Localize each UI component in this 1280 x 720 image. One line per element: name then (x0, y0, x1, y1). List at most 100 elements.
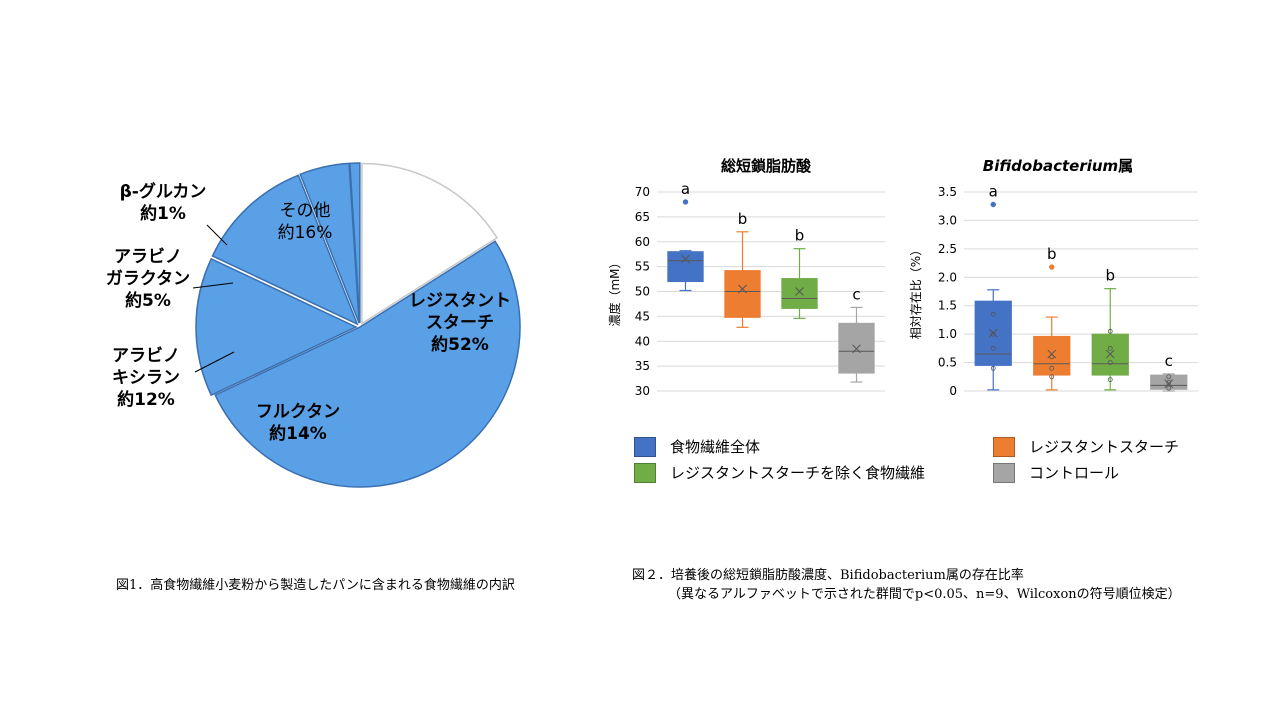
legend-item-total-fiber: 食物繊維全体 (634, 436, 760, 457)
y-tick-label: 35 (635, 359, 650, 373)
pie-label-line: その他 (280, 201, 331, 221)
significance-letter: c (1165, 352, 1173, 370)
mean-marker (795, 287, 804, 296)
figure1-caption: 図1．高食物繊維小麦粉から製造したパンに含まれる食物繊維の内訳 (116, 578, 515, 593)
significance-letter: a (681, 180, 690, 198)
pie-slice (361, 162, 499, 325)
figure2-caption-line2: （異なるアルファベットで示された群間でp<0.05、n=9、Wilcoxonの符… (668, 587, 1181, 602)
pie-chart (195, 162, 521, 488)
y-tick-label: 50 (635, 285, 650, 299)
outlier-point (990, 201, 996, 208)
pie-labels: レジスタントスターチ約52%フルクタン約14%アラビノキシラン約12%アラビノガ… (106, 181, 511, 444)
y-tick-label: 3.5 (938, 185, 957, 199)
pie-label-line: 約14% (269, 423, 327, 444)
y-tick-label: 0.5 (938, 356, 957, 370)
pie-slice (211, 174, 359, 326)
data-point (990, 311, 996, 317)
data-point (990, 331, 996, 337)
y-tick-label: 1.5 (938, 299, 957, 313)
significance-letter: b (795, 227, 805, 245)
y-tick-label: 2.0 (938, 270, 957, 284)
pie-slice (195, 257, 358, 397)
legend-item-resistant-starch: レジスタントスターチ (993, 436, 1179, 457)
data-point (1166, 385, 1172, 391)
legend-swatch (634, 436, 656, 457)
legend-label: レジスタントスターチ (1029, 438, 1180, 456)
mean-marker (988, 328, 998, 338)
mean-marker (1047, 349, 1057, 359)
outlier-point (682, 199, 689, 205)
pie-label-line: アラビノ (114, 247, 182, 267)
pie-label-line: 約52% (431, 334, 489, 355)
y-tick-label: 40 (635, 334, 650, 348)
legend-swatch (993, 462, 1015, 483)
chart-title: Bifidobacterium属 (983, 157, 1133, 175)
pie-slice (214, 240, 521, 488)
pie-label: β-グルカン約1% (120, 181, 207, 224)
data-point (1107, 377, 1113, 383)
box (1033, 335, 1071, 376)
legend-item-fiber-excluding-rs: レジスタントスターチを除く食物繊維 (634, 462, 925, 483)
y-axis-label: 相対存在比（%） (909, 244, 923, 339)
pie-leader-line (192, 282, 234, 289)
pie-label-line: フルクタン (256, 402, 340, 422)
figure2-caption-line1: 図２．培養後の総短鎖脂肪酸濃度、Bifidobacterium属の存在比率 (632, 568, 1024, 583)
pie-label-line: アラビノ (112, 346, 180, 366)
pie-label: その他約16% (278, 201, 333, 243)
pie-label-line: レジスタント (409, 291, 511, 311)
pie-label-line: ガラクタン (106, 269, 190, 289)
y-tick-label: 2.5 (938, 242, 957, 256)
legend-label: コントロール (1029, 464, 1120, 482)
bifido-box-chart: Bifidobacterium属 0 0.5 1.0 1.5 2.0 2.5 3.0 3.5 相対… (909, 157, 1198, 398)
outlier-point (1049, 264, 1055, 270)
data-point (1107, 345, 1113, 351)
data-point (1166, 380, 1172, 385)
pie-label-line: 約1% (140, 203, 186, 224)
mean-marker (681, 254, 690, 264)
box (667, 251, 704, 283)
scfa-box-chart: 総短鎖脂肪酸 30 35 40 45 50 55 60 65 70 濃度（mM） a b b c (607, 157, 885, 398)
data-point (1049, 365, 1055, 371)
data-point (1166, 374, 1172, 380)
data-point (1107, 360, 1113, 365)
y-axis-label: 濃度（mM） (607, 256, 622, 326)
pie-leader-line (206, 224, 228, 246)
mean-marker (738, 284, 747, 294)
y-tick-label: 0 (949, 384, 957, 398)
pie-label-line: スターチ (426, 313, 494, 333)
significance-letter: b (1047, 245, 1057, 263)
pie-label: フルクタン約14% (256, 402, 340, 444)
pie-label-line: β-グルカン (120, 181, 207, 202)
significance-letter: b (1105, 267, 1115, 285)
legend-swatch (993, 436, 1015, 457)
mean-marker (1164, 379, 1174, 388)
pie-label-line: キシラン (112, 368, 180, 388)
figure2-caption: 図２．培養後の総短鎖脂肪酸濃度、Bifidobacterium属の存在比率 （異… (632, 564, 1181, 602)
y-tick-label: 3.0 (938, 213, 957, 227)
y-tick-label: 70 (635, 185, 650, 199)
significance-letter: c (852, 285, 860, 303)
pie-label: アラビノガラクタン約5% (106, 247, 190, 311)
significance-letter: a (989, 183, 998, 201)
y-tick-label: 65 (635, 210, 650, 224)
box (781, 278, 818, 309)
legend-swatch (634, 462, 656, 483)
significance-letter: b (738, 210, 748, 228)
mean-marker (1105, 349, 1115, 359)
mean-marker (852, 344, 861, 354)
data-point (990, 365, 996, 371)
chart-title: 総短鎖脂肪酸 (721, 157, 812, 175)
pie-slice (349, 162, 361, 324)
y-tick-label: 45 (635, 309, 650, 323)
data-point (990, 345, 996, 351)
chart-title-rest: 属 (1118, 157, 1133, 175)
y-tick-label: 55 (635, 260, 650, 274)
pie-label-line: 約12% (117, 389, 175, 410)
box (1150, 374, 1188, 390)
pie-label: アラビノキシラン約12% (112, 346, 180, 410)
y-tick-label: 30 (635, 384, 650, 398)
legend-item-control: コントロール (993, 462, 1119, 483)
data-point (1049, 374, 1055, 380)
legend-label: 食物繊維全体 (670, 438, 761, 456)
